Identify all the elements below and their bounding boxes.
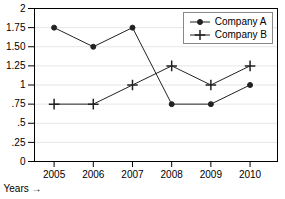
svg-text:Years →: Years → [4,183,42,194]
html-text:Company A: Company A [214,16,267,27]
svg-text:2006: 2006 [82,169,105,180]
svg-text:.25: .25 [12,137,26,148]
svg-text:2010: 2010 [239,169,262,180]
html-text:Company B: Company B [214,29,267,40]
svg-text:2007: 2007 [121,169,144,180]
svg-text:1.50: 1.50 [6,41,26,52]
svg-text:1.25: 1.25 [6,60,26,71]
svg-text:2009: 2009 [200,169,223,180]
svg-text:.75: .75 [12,98,26,109]
svg-text:2005: 2005 [43,169,66,180]
svg-text:2: 2 [20,3,26,14]
svg-text:2008: 2008 [161,169,184,180]
svg-text:0: 0 [20,156,26,167]
svg-text:.5: .5 [17,117,26,128]
svg-text:1.75: 1.75 [6,22,26,33]
svg-text:1: 1 [20,79,26,90]
